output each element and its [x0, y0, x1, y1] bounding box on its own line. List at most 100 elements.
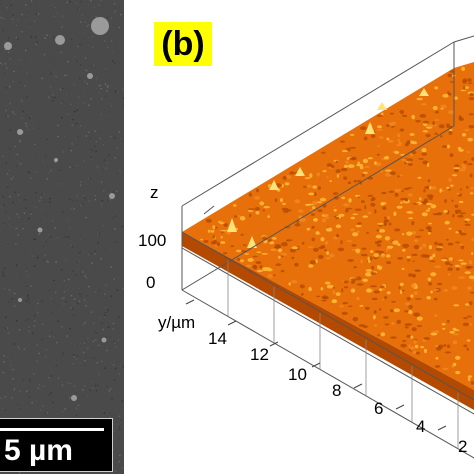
sem-grain: [50, 332, 53, 334]
surface-speckle: [392, 240, 399, 245]
surface-speckle: [452, 340, 458, 345]
sem-grain: [119, 365, 122, 367]
sem-grain: [26, 35, 28, 37]
sem-grain: [122, 119, 124, 121]
sem-grain: [78, 287, 80, 289]
surface-speckle: [463, 160, 468, 164]
surface-speckle: [253, 196, 261, 200]
sem-grain: [11, 397, 13, 399]
surface-speckle: [421, 212, 428, 217]
sem-grain: [15, 165, 18, 167]
surface-speckle: [318, 254, 324, 259]
sem-grain: [102, 323, 104, 326]
surface-speckle: [410, 153, 413, 157]
surface-speckle: [371, 265, 375, 270]
surface-speckle: [274, 244, 282, 248]
sem-grain: [28, 26, 30, 28]
sem-grain: [110, 135, 112, 138]
sem-grain: [29, 191, 31, 194]
sem-grain: [1, 383, 3, 385]
sem-grain: [87, 36, 90, 39]
sem-grain: [30, 36, 33, 38]
sem-grain: [106, 86, 109, 88]
surface-speckle: [402, 339, 407, 342]
sem-grain: [6, 186, 9, 188]
sem-grain: [37, 311, 39, 314]
sem-grain: [37, 224, 39, 226]
sem-grain: [50, 280, 52, 282]
sem-grain: [85, 216, 87, 219]
surface-speckle: [442, 367, 449, 371]
sem-grain: [69, 218, 71, 220]
sem-grain: [90, 64, 93, 67]
sem-grain: [19, 141, 21, 143]
surface-speckle: [373, 315, 376, 320]
sem-grain: [123, 365, 124, 368]
sem-grain: [2, 273, 5, 276]
sem-grain: [28, 171, 30, 174]
surface-speckle: [351, 244, 357, 247]
sem-grain: [75, 274, 77, 276]
sem-grain: [22, 131, 24, 134]
sem-grain: [45, 412, 47, 415]
sem-grain: [114, 62, 116, 64]
sem-grain: [39, 184, 41, 186]
sem-grain: [48, 203, 51, 206]
surface-speckle: [412, 203, 420, 205]
sem-grain: [90, 156, 92, 158]
sem-grain: [36, 41, 38, 43]
sem-grain: [98, 92, 100, 94]
sem-grain: [90, 252, 92, 254]
sem-grain: [87, 44, 89, 47]
sem-grain: [63, 296, 65, 299]
sem-grain: [53, 15, 55, 18]
surface-speckle: [399, 174, 404, 177]
sem-grain: [4, 288, 6, 290]
sem-grain: [78, 260, 81, 262]
surface-speckle: [203, 240, 209, 243]
sem-grain: [84, 57, 87, 59]
sem-grain: [37, 137, 39, 139]
sem-grain: [95, 15, 97, 18]
sem-grain: [118, 373, 120, 375]
sem-grain: [20, 192, 22, 194]
sem-grain: [35, 13, 37, 15]
surface-speckle: [434, 110, 439, 114]
surface-speckle: [436, 282, 443, 286]
sem-grain: [102, 201, 104, 203]
sem-grain: [81, 203, 84, 205]
sem-grain: [45, 154, 47, 157]
sem-grain: [5, 357, 8, 360]
sem-grain: [49, 236, 52, 238]
sem-grain: [24, 335, 26, 337]
surface-speckle: [373, 290, 380, 294]
surface-speckle: [406, 231, 413, 236]
surface-speckle: [391, 121, 397, 125]
surface-speckle: [434, 365, 441, 368]
surface-speckle: [402, 249, 406, 252]
surface-speckle: [329, 253, 335, 258]
sem-grain: [26, 10, 28, 13]
surface-speckle: [369, 250, 374, 253]
sem-grain: [103, 215, 106, 217]
sem-grain: [112, 217, 114, 219]
sem-grain: [94, 384, 97, 387]
surface-speckle: [466, 186, 469, 189]
sem-grain: [5, 109, 7, 112]
sem-grain: [52, 61, 54, 63]
surface-speckle: [352, 213, 358, 216]
surface-speckle: [424, 185, 431, 190]
sem-grain: [108, 267, 110, 269]
surface-speckle: [448, 177, 452, 183]
surface-speckle: [465, 265, 472, 270]
sem-grain: [41, 300, 43, 302]
surface-speckle: [371, 297, 378, 301]
surface-speckle: [409, 133, 415, 136]
sem-grain: [17, 153, 19, 155]
sem-grain: [88, 286, 90, 288]
sem-grain: [77, 7, 80, 9]
surface-speckle: [317, 209, 323, 213]
sem-grain: [116, 172, 119, 174]
sem-grain: [52, 401, 54, 404]
sem-grain: [105, 284, 107, 286]
